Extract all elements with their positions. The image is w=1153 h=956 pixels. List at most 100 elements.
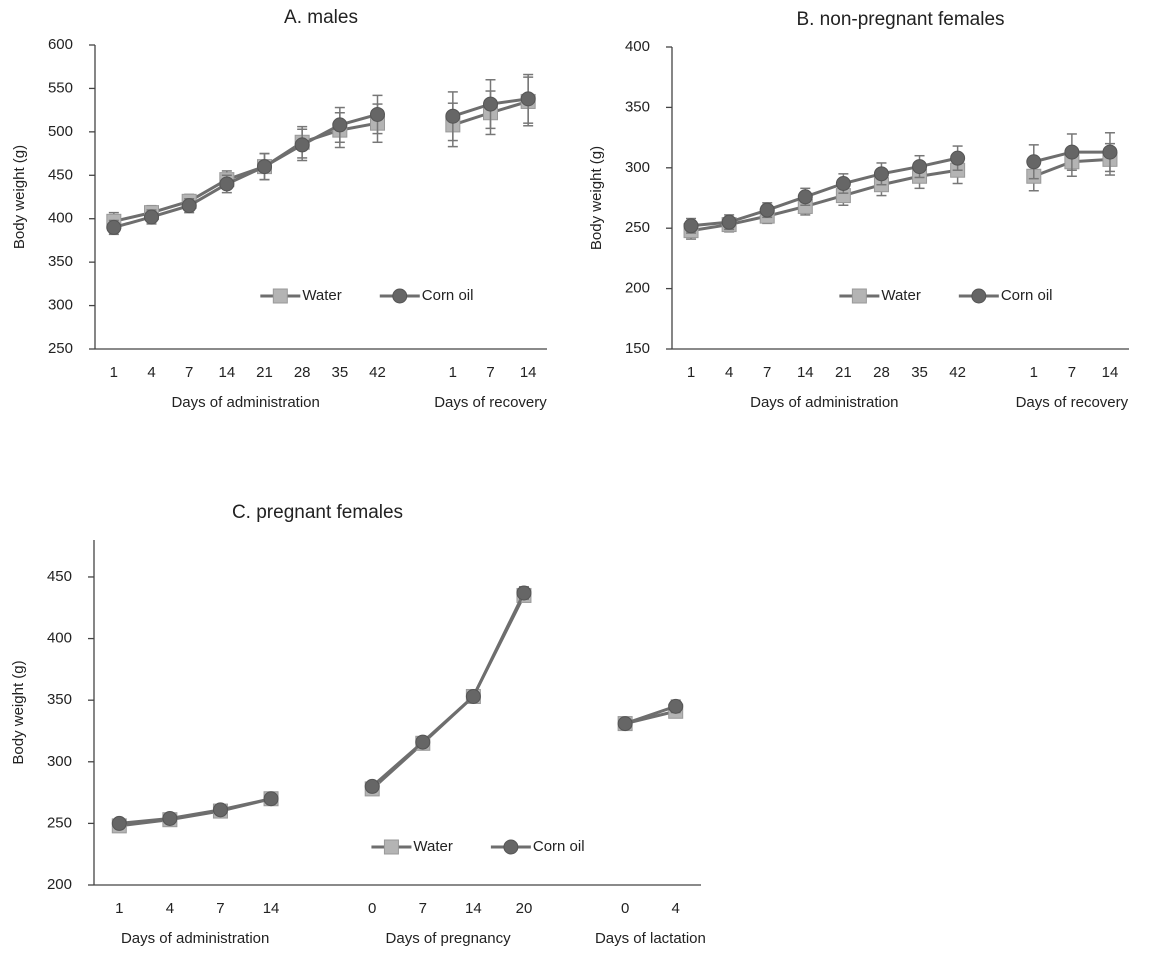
marker [364, 778, 380, 794]
chart-title: C. pregnant females [232, 502, 403, 523]
x-tick-label: 4 [166, 900, 174, 917]
x-tick-label: 1 [449, 364, 457, 381]
marker [873, 166, 889, 182]
x-tick-label: 14 [218, 364, 235, 381]
marker [370, 106, 385, 122]
marker [668, 698, 684, 714]
x-tick-label: 21 [835, 364, 852, 381]
x-tick-label: 4 [725, 364, 733, 381]
y-tick-label: 450 [48, 166, 73, 183]
marker [797, 189, 813, 205]
marker [465, 688, 481, 704]
x-tick-label: 14 [520, 364, 537, 381]
marker [1026, 154, 1042, 170]
x-axis-label: Days of administration [750, 394, 898, 411]
x-tick-label: 7 [486, 364, 494, 381]
x-tick-label: 7 [185, 364, 193, 381]
legend-label: Corn oil [1001, 287, 1053, 304]
marker [835, 176, 851, 192]
y-tick-label: 200 [47, 876, 72, 893]
marker [415, 734, 431, 750]
y-tick-label: 250 [47, 814, 72, 831]
x-axis-label: Days of recovery [1016, 394, 1129, 411]
y-axis-label: Body weight (g) [11, 145, 28, 249]
marker [294, 137, 310, 153]
marker [520, 91, 536, 107]
marker [212, 802, 228, 818]
marker [392, 288, 408, 304]
marker [1064, 144, 1080, 160]
y-tick-label: 550 [48, 79, 73, 96]
x-tick-label: 7 [1068, 364, 1076, 381]
y-axis-label: Body weight (g) [10, 660, 27, 764]
marker [272, 288, 288, 304]
y-tick-label: 150 [625, 340, 650, 357]
x-tick-label: 0 [368, 900, 376, 917]
marker [1102, 144, 1118, 160]
marker [721, 214, 737, 230]
x-tick-label: 1 [110, 364, 118, 381]
x-tick-label: 7 [216, 900, 224, 917]
x-tick-label: 28 [294, 364, 311, 381]
y-tick-label: 350 [625, 98, 650, 115]
series-line [690, 150, 1110, 228]
y-tick-label: 350 [47, 691, 72, 708]
marker [683, 218, 699, 234]
chart-title: A. males [284, 7, 358, 28]
y-tick-label: 400 [625, 38, 650, 55]
y-tick-label: 400 [48, 210, 73, 227]
marker [162, 810, 178, 826]
x-tick-label: 7 [419, 900, 427, 917]
marker [219, 176, 235, 192]
marker [257, 159, 272, 175]
y-tick-label: 300 [48, 297, 73, 314]
marker [111, 815, 127, 831]
marker [383, 839, 399, 855]
series-line [119, 594, 677, 828]
x-tick-label: 1 [1030, 364, 1038, 381]
marker [912, 159, 928, 175]
x-axis-label: Days of lactation [595, 930, 706, 947]
y-axis-label: Body weight (g) [588, 146, 605, 250]
x-tick-label: 21 [256, 364, 273, 381]
legend-label: Water [302, 287, 341, 304]
x-axis-label: Days of administration [121, 930, 269, 947]
chart-title: B. non-pregnant females [796, 9, 1004, 30]
marker [144, 209, 159, 225]
x-tick-label: 14 [797, 364, 814, 381]
marker [503, 839, 519, 855]
y-tick-label: 400 [47, 630, 72, 647]
marker [106, 219, 122, 235]
x-axis-label: Days of recovery [434, 394, 547, 411]
marker [445, 108, 461, 124]
marker [332, 117, 348, 133]
x-tick-label: 14 [1102, 364, 1119, 381]
series-line [113, 97, 529, 229]
x-tick-label: 35 [911, 364, 928, 381]
y-tick-label: 500 [48, 123, 73, 140]
marker [181, 198, 197, 214]
x-tick-label: 1 [115, 900, 123, 917]
x-tick-label: 4 [672, 900, 680, 917]
x-tick-label: 14 [263, 900, 280, 917]
marker [759, 202, 775, 218]
x-tick-label: 14 [465, 900, 482, 917]
x-tick-label: 35 [331, 364, 348, 381]
x-axis-label: Days of administration [171, 394, 319, 411]
legend-label: Corn oil [533, 838, 585, 855]
x-tick-label: 1 [687, 364, 695, 381]
marker [483, 96, 498, 112]
y-tick-label: 600 [48, 36, 73, 53]
series-line [119, 592, 677, 825]
x-tick-label: 7 [763, 364, 771, 381]
marker [516, 585, 532, 601]
y-tick-label: 450 [47, 568, 72, 585]
y-tick-label: 250 [48, 340, 73, 357]
x-tick-label: 20 [516, 900, 533, 917]
x-tick-label: 42 [369, 364, 386, 381]
y-tick-label: 300 [625, 159, 650, 176]
series-line [113, 100, 529, 223]
y-tick-label: 200 [625, 280, 650, 297]
legend-label: Water [413, 838, 452, 855]
